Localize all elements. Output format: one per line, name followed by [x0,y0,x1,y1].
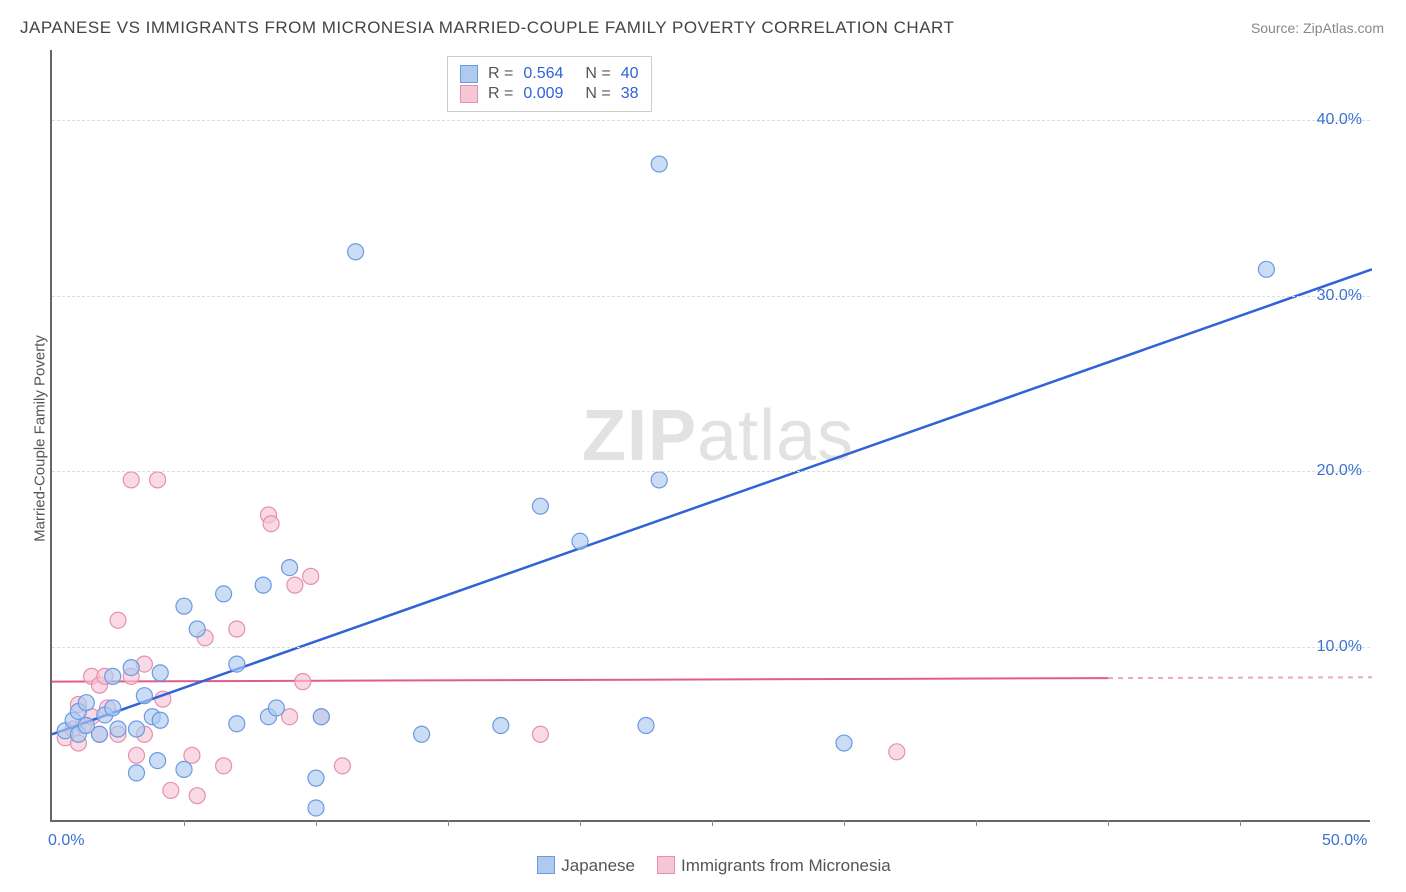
point-pink [184,747,200,763]
point-blue [128,765,144,781]
x-tick-mark [184,820,185,826]
point-blue [123,660,139,676]
point-pink [110,612,126,628]
point-pink [263,516,279,532]
point-blue [493,718,509,734]
point-blue [136,688,152,704]
point-blue [308,800,324,816]
stat-label-r: R = [488,65,513,83]
gridline-h [52,296,1370,297]
bottom-legend: Japanese Immigrants from Micronesia [0,856,1406,876]
point-pink [295,674,311,690]
source-attribution: Source: ZipAtlas.com [1251,20,1384,36]
y-tick-label: 30.0% [1317,287,1362,305]
x-tick-mark [712,820,713,826]
point-pink [189,788,205,804]
point-blue [651,156,667,172]
point-blue [308,770,324,786]
point-blue [255,577,271,593]
legend-swatch [657,856,675,874]
plot-area: ZIPatlas R = 0.564N = 40R = 0.009N = 38 … [50,50,1370,822]
point-blue [651,472,667,488]
stat-value-r: 0.009 [523,85,563,103]
point-blue [110,721,126,737]
point-blue [92,726,108,742]
point-blue [268,700,284,716]
point-blue [532,498,548,514]
legend-label: Immigrants from Micronesia [681,856,891,875]
stat-value-r: 0.564 [523,65,563,83]
stats-legend-box: R = 0.564 N = 40 R = 0.009 N = 38 [447,56,652,112]
stat-label-n: N = [585,85,610,103]
point-blue [152,665,168,681]
chart-svg [52,50,1372,822]
x-tick-mark [580,820,581,826]
y-axis-label: Married-Couple Family Poverty [32,329,49,549]
gridline-h [52,471,1370,472]
point-blue [189,621,205,637]
stat-value-n: 40 [621,65,639,83]
point-blue [229,656,245,672]
point-pink [128,747,144,763]
y-tick-label: 40.0% [1317,111,1362,129]
point-blue [128,721,144,737]
stat-value-n: 38 [621,85,639,103]
stats-row: R = 0.009 N = 38 [460,85,639,103]
point-pink [334,758,350,774]
chart-title: JAPANESE VS IMMIGRANTS FROM MICRONESIA M… [20,18,954,38]
point-pink [229,621,245,637]
stat-label-r: R = [488,85,513,103]
point-pink [303,568,319,584]
point-blue [638,718,654,734]
point-blue [572,533,588,549]
x-axis-max-label: 50.0% [1322,832,1367,850]
point-blue [313,709,329,725]
x-tick-mark [1108,820,1109,826]
legend-swatch [460,85,478,103]
point-blue [176,598,192,614]
x-tick-mark [844,820,845,826]
point-blue [78,695,94,711]
point-pink [123,472,139,488]
y-tick-label: 20.0% [1317,462,1362,480]
legend-swatch [537,856,555,874]
point-blue [152,712,168,728]
point-blue [836,735,852,751]
point-pink [889,744,905,760]
point-blue [105,700,121,716]
point-blue [216,586,232,602]
x-tick-mark [448,820,449,826]
point-blue [105,668,121,684]
point-pink [150,472,166,488]
stats-row: R = 0.564 N = 40 [460,65,639,83]
gridline-h [52,120,1370,121]
stat-label-n: N = [585,65,610,83]
gridline-h [52,647,1370,648]
point-blue [348,244,364,260]
point-blue [414,726,430,742]
point-pink [287,577,303,593]
x-tick-mark [1240,820,1241,826]
trendline-pink-dash [1108,677,1372,678]
x-tick-mark [316,820,317,826]
legend-swatch [460,65,478,83]
y-tick-label: 10.0% [1317,638,1362,656]
point-blue [176,761,192,777]
point-blue [150,753,166,769]
point-blue [229,716,245,732]
trendline-blue [52,269,1372,734]
point-blue [1258,261,1274,277]
x-tick-mark [976,820,977,826]
point-pink [163,782,179,798]
x-axis-origin-label: 0.0% [48,832,84,850]
point-pink [216,758,232,774]
point-blue [282,560,298,576]
point-pink [532,726,548,742]
legend-label: Japanese [561,856,635,875]
